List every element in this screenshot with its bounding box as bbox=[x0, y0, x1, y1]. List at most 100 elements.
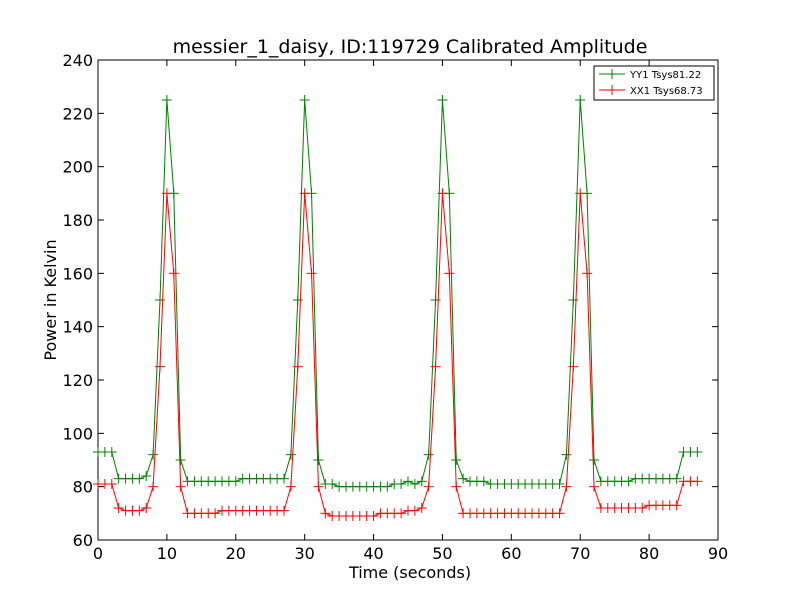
data-point-marker bbox=[141, 471, 152, 481]
data-point-marker bbox=[451, 481, 462, 492]
data-point-marker bbox=[106, 447, 117, 457]
data-point-marker bbox=[444, 268, 455, 279]
data-point-marker bbox=[568, 361, 579, 372]
data-point-marker bbox=[292, 295, 303, 305]
data-point-marker bbox=[106, 479, 117, 489]
data-point-marker bbox=[671, 473, 682, 484]
data-point-marker bbox=[416, 476, 427, 487]
series-layer bbox=[93, 95, 703, 521]
x-tick-label: 40 bbox=[363, 544, 383, 563]
data-point-marker bbox=[161, 95, 172, 105]
x-axis-title: Time (seconds) bbox=[348, 563, 471, 582]
data-point-marker bbox=[230, 476, 241, 487]
y-axis: 60 80 100 120 140 160 180 200 220 240 bbox=[62, 51, 718, 550]
data-point-marker bbox=[168, 268, 179, 279]
data-point-marker bbox=[637, 503, 648, 513]
y-axis-title: Power in Kelvin bbox=[41, 239, 60, 360]
y-tick-label: 60 bbox=[73, 531, 93, 550]
data-point-marker bbox=[285, 481, 296, 492]
data-point-marker bbox=[589, 455, 599, 465]
data-point-marker bbox=[423, 481, 434, 492]
data-point-marker bbox=[313, 455, 324, 465]
data-point-marker bbox=[575, 95, 586, 105]
data-point-marker bbox=[451, 455, 462, 465]
data-point-marker bbox=[582, 268, 593, 279]
y-tick-label: 120 bbox=[62, 371, 93, 390]
legend-entry: XX1 Tsys68.73 bbox=[599, 85, 703, 97]
data-point-marker bbox=[134, 505, 145, 516]
legend: YY1 Tsys81.22 XX1 Tsys68.73 bbox=[593, 65, 715, 101]
data-point-marker bbox=[320, 508, 331, 519]
legend-label: XX1 Tsys68.73 bbox=[630, 86, 703, 97]
legend-label: YY1 Tsys81.22 bbox=[629, 70, 701, 81]
data-point-marker bbox=[148, 449, 159, 460]
data-point-marker bbox=[692, 447, 703, 457]
data-point-marker bbox=[403, 476, 413, 487]
data-point-marker bbox=[368, 511, 379, 521]
data-point-marker bbox=[113, 503, 124, 513]
legend-entry: YY1 Tsys81.22 bbox=[599, 69, 701, 81]
data-point-marker bbox=[554, 508, 565, 519]
data-point-marker bbox=[299, 188, 310, 199]
data-point-marker bbox=[561, 481, 572, 492]
data-point-marker bbox=[561, 449, 572, 460]
y-tick-label: 80 bbox=[73, 478, 93, 497]
y-tick-label: 160 bbox=[62, 264, 93, 283]
series-1 bbox=[93, 95, 703, 492]
data-point-marker bbox=[155, 295, 165, 305]
plot-area bbox=[97, 59, 719, 541]
data-point-marker bbox=[141, 503, 152, 513]
x-tick-label: 10 bbox=[157, 544, 177, 563]
chart-title: messier_1_daisy, ID:119729 Calibrated Am… bbox=[173, 36, 648, 58]
data-point-marker bbox=[175, 481, 186, 492]
data-point-marker bbox=[671, 500, 682, 511]
data-point-marker bbox=[554, 479, 565, 489]
data-point-marker bbox=[568, 295, 579, 305]
x-tick-label: 70 bbox=[570, 544, 590, 563]
legend-box bbox=[593, 65, 715, 101]
data-point-marker bbox=[409, 479, 420, 489]
data-point-marker bbox=[423, 449, 434, 460]
data-point-marker bbox=[478, 476, 489, 487]
x-tick-label: 60 bbox=[501, 544, 521, 563]
data-point-marker bbox=[175, 455, 186, 465]
data-point-marker bbox=[148, 481, 159, 492]
x-tick-label: 50 bbox=[432, 544, 452, 563]
y-tick-label: 180 bbox=[62, 211, 93, 230]
x-tick-label: 90 bbox=[708, 544, 728, 563]
y-tick-label: 140 bbox=[62, 318, 93, 337]
x-axis: 0 10 20 30 40 50 60 70 80 90 bbox=[93, 60, 728, 563]
data-point-marker bbox=[285, 449, 296, 460]
data-point-marker bbox=[134, 473, 145, 484]
data-point-marker bbox=[416, 503, 427, 513]
y-tick-label: 200 bbox=[62, 158, 93, 177]
data-point-marker bbox=[210, 508, 221, 519]
data-point-marker bbox=[327, 479, 338, 489]
data-point-marker bbox=[396, 508, 407, 519]
x-tick-label: 80 bbox=[639, 544, 659, 563]
x-tick-label: 0 bbox=[93, 544, 103, 563]
data-point-marker bbox=[292, 361, 303, 372]
data-point-marker bbox=[458, 473, 469, 484]
data-point-marker bbox=[299, 95, 310, 105]
data-point-marker bbox=[409, 505, 420, 516]
data-point-marker bbox=[623, 476, 634, 487]
y-tick-label: 100 bbox=[62, 424, 93, 443]
data-point-marker bbox=[589, 481, 599, 492]
data-point-marker bbox=[692, 476, 703, 487]
y-tick-label: 220 bbox=[62, 104, 93, 123]
data-point-marker bbox=[155, 361, 165, 372]
data-point-marker bbox=[437, 95, 448, 105]
x-tick-label: 20 bbox=[226, 544, 246, 563]
data-point-marker bbox=[430, 361, 441, 372]
data-point-marker bbox=[279, 473, 289, 484]
series-2 bbox=[93, 188, 703, 521]
data-point-marker bbox=[279, 505, 289, 516]
data-point-marker bbox=[382, 481, 393, 492]
data-point-marker bbox=[575, 188, 586, 199]
data-point-marker bbox=[396, 479, 407, 489]
plot-frame bbox=[97, 59, 719, 541]
x-tick-label: 30 bbox=[294, 544, 314, 563]
y-tick-label: 240 bbox=[62, 51, 93, 70]
